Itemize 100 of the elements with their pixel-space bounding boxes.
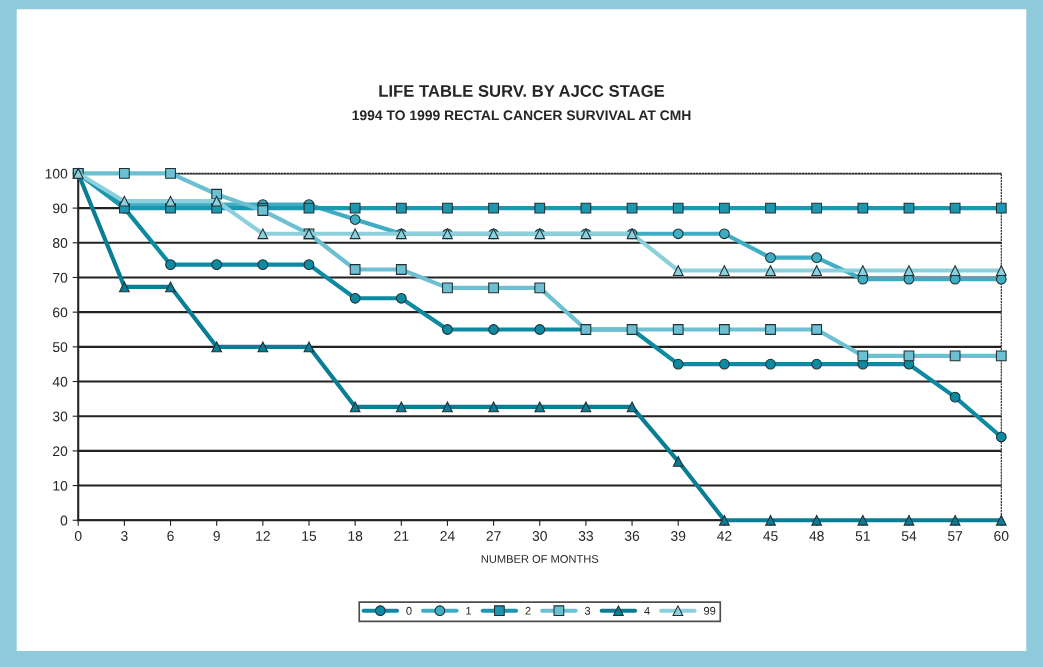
x-tick-label: 21 — [394, 531, 409, 541]
x-tick-label: 33 — [578, 531, 594, 541]
point — [995, 514, 1007, 526]
point — [857, 514, 869, 526]
point — [303, 259, 315, 271]
point — [765, 358, 776, 370]
point — [811, 265, 823, 276]
point — [718, 202, 730, 214]
point — [949, 514, 961, 526]
point — [119, 168, 130, 179]
x-tick-label: 27 — [486, 531, 501, 541]
x-tick-label: 30 — [532, 531, 547, 541]
y-tick-label: 50 — [52, 342, 68, 353]
point — [672, 228, 684, 240]
point — [857, 350, 869, 362]
legend-label: 4 — [644, 606, 650, 615]
x-tick-label: 60 — [994, 531, 1009, 541]
x-tick-label: 6 — [167, 531, 174, 541]
point — [349, 264, 361, 275]
point — [718, 265, 730, 276]
point — [534, 324, 546, 335]
point — [949, 350, 961, 362]
point — [718, 358, 730, 370]
x-tick-label: 54 — [901, 531, 917, 541]
point — [488, 324, 499, 335]
chart-subtitle: 1994 TO 1999 RECTAL CANCER SURVIVAL AT CMH — [352, 110, 691, 121]
point — [765, 265, 776, 276]
x-tick-label: 48 — [809, 531, 824, 541]
y-tick-label: 90 — [53, 203, 68, 214]
point — [811, 324, 823, 335]
point — [442, 202, 453, 214]
point — [442, 324, 453, 335]
point — [811, 514, 823, 526]
point — [765, 514, 776, 526]
point — [903, 265, 915, 276]
x-axis-title: NUMBER OF MONTHS — [481, 555, 599, 563]
point — [395, 202, 407, 214]
y-tick-label: 10 — [53, 480, 68, 491]
y-tick-label: 40 — [52, 376, 68, 387]
x-tick-label: 57 — [947, 531, 963, 541]
point — [119, 281, 130, 293]
point — [395, 292, 407, 304]
x-tick-label: 0 — [74, 531, 82, 541]
y-tick-label: 20 — [53, 446, 68, 457]
y-tick-label: 100 — [45, 168, 68, 179]
y-tick-label: 0 — [60, 515, 68, 526]
point — [718, 228, 730, 240]
point — [211, 341, 223, 353]
legend-label: 1 — [466, 606, 472, 615]
point — [765, 202, 776, 214]
x-tick-label: 24 — [440, 531, 455, 541]
point — [349, 292, 361, 304]
y-tick-label: 30 — [52, 411, 68, 422]
point — [626, 401, 638, 413]
point — [442, 282, 453, 294]
x-tick-label: 9 — [213, 531, 220, 541]
point — [534, 202, 546, 214]
point — [395, 264, 407, 275]
point — [857, 202, 869, 214]
point — [857, 265, 869, 276]
point — [257, 228, 269, 240]
point — [165, 168, 176, 179]
point — [995, 431, 1007, 443]
point — [257, 341, 269, 353]
point — [949, 391, 961, 403]
x-tick-label: 39 — [671, 531, 686, 541]
point — [765, 324, 776, 335]
point — [119, 195, 130, 207]
point — [995, 202, 1007, 214]
point — [672, 358, 684, 370]
point — [165, 259, 176, 271]
point — [949, 265, 961, 276]
point — [211, 195, 223, 207]
point — [903, 514, 915, 526]
point — [349, 401, 361, 413]
point — [995, 350, 1007, 362]
point — [534, 282, 546, 294]
y-tick-label: 70 — [53, 272, 68, 283]
point — [534, 401, 546, 413]
point — [949, 202, 961, 214]
point — [672, 455, 684, 467]
point — [811, 358, 823, 370]
legend-label: 3 — [584, 606, 591, 615]
point — [303, 341, 315, 353]
point — [672, 202, 684, 214]
legend-label: 0 — [406, 606, 412, 615]
x-tick-label: 15 — [302, 531, 317, 541]
x-tick-label: 36 — [624, 531, 640, 541]
point — [488, 202, 499, 214]
point — [165, 195, 176, 207]
legend-label: 99 — [703, 606, 716, 615]
x-tick-label: 42 — [716, 531, 732, 541]
point — [488, 282, 499, 294]
legend-label: 2 — [525, 606, 531, 615]
point — [718, 324, 730, 335]
point — [488, 401, 499, 413]
x-tick-label: 45 — [763, 531, 778, 541]
point — [349, 202, 361, 214]
x-tick-label: 51 — [855, 531, 870, 541]
point — [165, 281, 176, 293]
